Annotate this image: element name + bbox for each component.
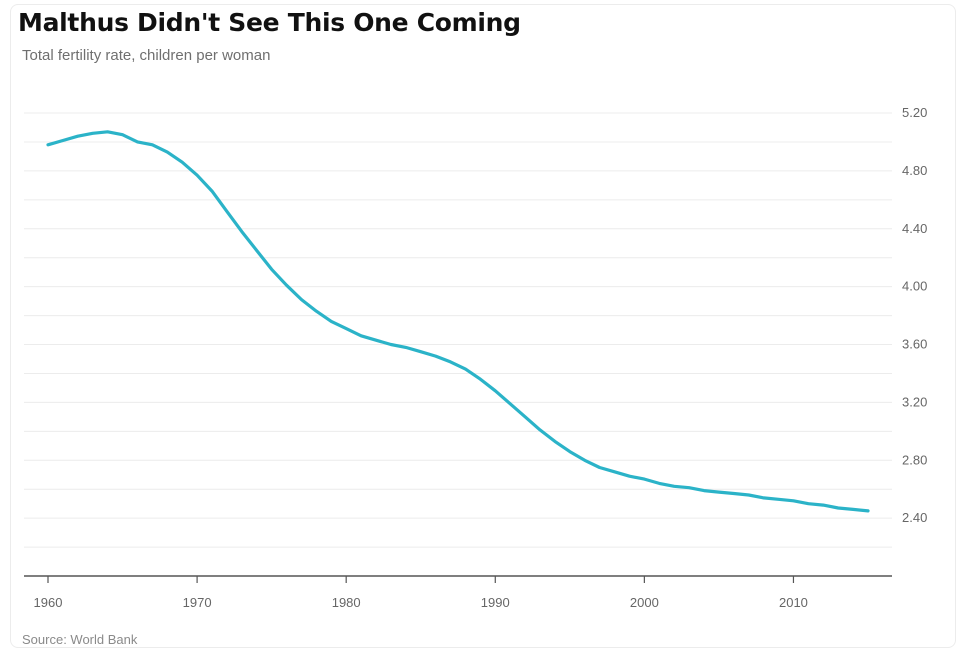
- x-tick-label: 1990: [481, 595, 510, 610]
- x-tick-label: 1970: [183, 595, 212, 610]
- x-tick-label: 1960: [34, 595, 63, 610]
- y-axis-ticks: 2.40 2.80 3.20 3.60 4.00 4.40 4.80 5.20: [902, 105, 927, 525]
- y-tick-label: 4.40: [902, 221, 927, 236]
- y-tick-label: 5.20: [902, 105, 927, 120]
- series-line-fertility-rate: [46, 130, 870, 513]
- chart-subtitle: Total fertility rate, children per woman: [22, 47, 271, 64]
- chart-title: Malthus Didn't See This One Coming: [18, 8, 521, 37]
- y-tick-label: 4.80: [902, 163, 927, 178]
- chart-card: [10, 4, 956, 648]
- source-note: Source: World Bank: [22, 632, 138, 647]
- grid-lines: [24, 112, 892, 548]
- y-tick-label: 2.40: [902, 510, 927, 525]
- x-axis-ticks: 1960 1970 1980 1990 2000 2010: [34, 576, 808, 610]
- x-tick-label: 2010: [779, 595, 808, 610]
- x-tick-label: 1980: [332, 595, 361, 610]
- y-tick-label: 3.60: [902, 337, 927, 352]
- y-tick-label: 4.00: [902, 279, 927, 294]
- y-tick-label: 2.80: [902, 452, 927, 467]
- x-tick-label: 2000: [630, 595, 659, 610]
- y-tick-label: 3.20: [902, 394, 927, 409]
